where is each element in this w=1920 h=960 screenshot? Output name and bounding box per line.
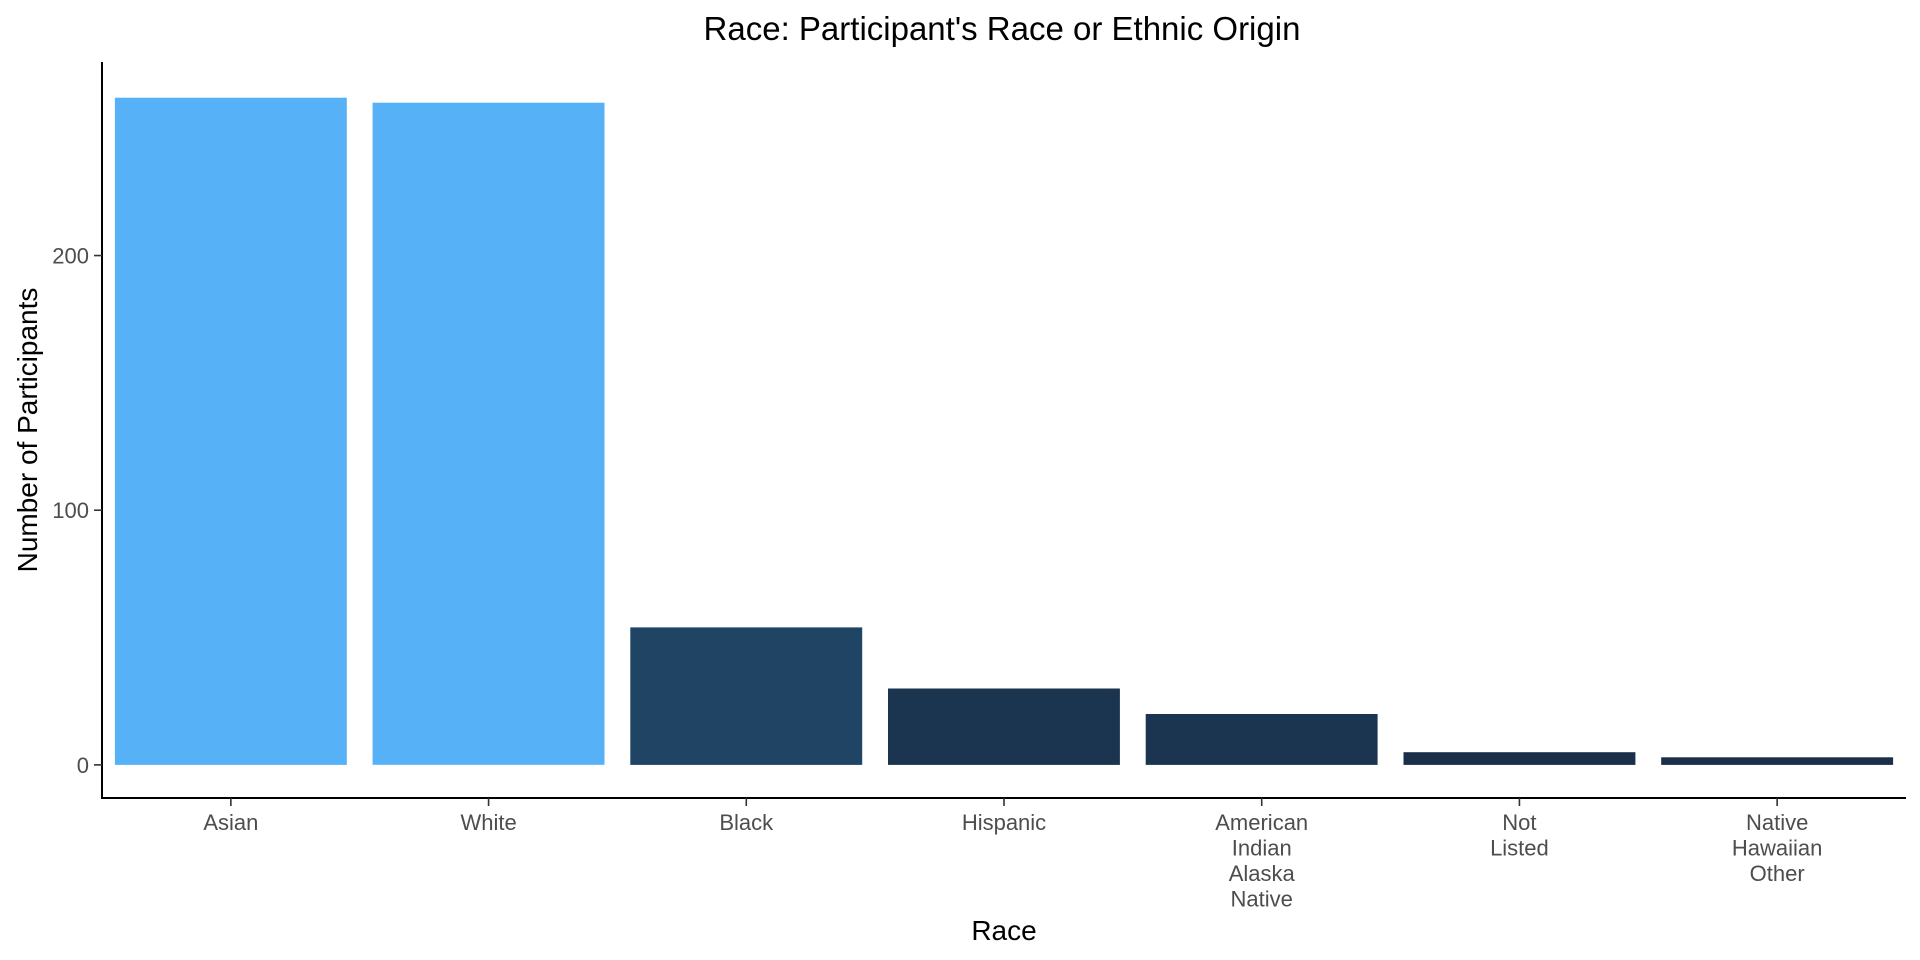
x-tick-label-line: Other (1750, 861, 1805, 886)
x-tick-label-line: Black (719, 810, 774, 835)
y-tick-label-1: 100 (52, 498, 89, 523)
bar-4 (1145, 714, 1378, 765)
bar-5 (1403, 752, 1636, 765)
x-tick-label-line: American (1215, 810, 1308, 835)
x-tick-label-line: Indian (1232, 836, 1292, 861)
x-tick-label-line: Alaska (1229, 861, 1296, 886)
x-axis-ticks: Asian White Black Hispanic American Indian Ala… (203, 798, 1822, 912)
bar-6 (1661, 757, 1894, 765)
x-axis-title: Race (971, 915, 1036, 946)
x-tick-label-5: Not Listed (1490, 810, 1549, 861)
x-tick-label-3: Hispanic (962, 810, 1046, 835)
bar-1 (372, 102, 605, 765)
x-tick-label-4: American Indian Alaska Native (1215, 810, 1308, 912)
x-tick-label-line: Hawaiian (1732, 836, 1823, 861)
y-axis-ticks: 0 100 200 (52, 244, 102, 778)
x-tick-label-0: Asian (203, 810, 258, 835)
y-tick-label-2: 200 (52, 244, 89, 269)
y-axis-title: Number of Participants (12, 288, 43, 573)
y-tick-label-0: 0 (77, 753, 89, 778)
x-tick-label-line: Native (1231, 887, 1293, 912)
bar-0 (114, 97, 347, 765)
bars-group (114, 97, 1894, 765)
x-tick-label-6: Native Hawaiian Other (1732, 810, 1823, 886)
x-tick-label-line: Not (1502, 810, 1536, 835)
x-tick-label-line: Asian (203, 810, 258, 835)
x-tick-label-2: Black (719, 810, 774, 835)
x-tick-label-line: Listed (1490, 836, 1549, 861)
x-tick-label-line: Hispanic (962, 810, 1046, 835)
chart-title: Race: Participant's Race or Ethnic Origi… (704, 10, 1301, 47)
bar-3 (888, 688, 1120, 765)
bar-2 (630, 627, 863, 765)
x-tick-label-1: White (460, 810, 516, 835)
x-tick-label-line: Native (1746, 810, 1808, 835)
x-tick-label-line: White (460, 810, 516, 835)
